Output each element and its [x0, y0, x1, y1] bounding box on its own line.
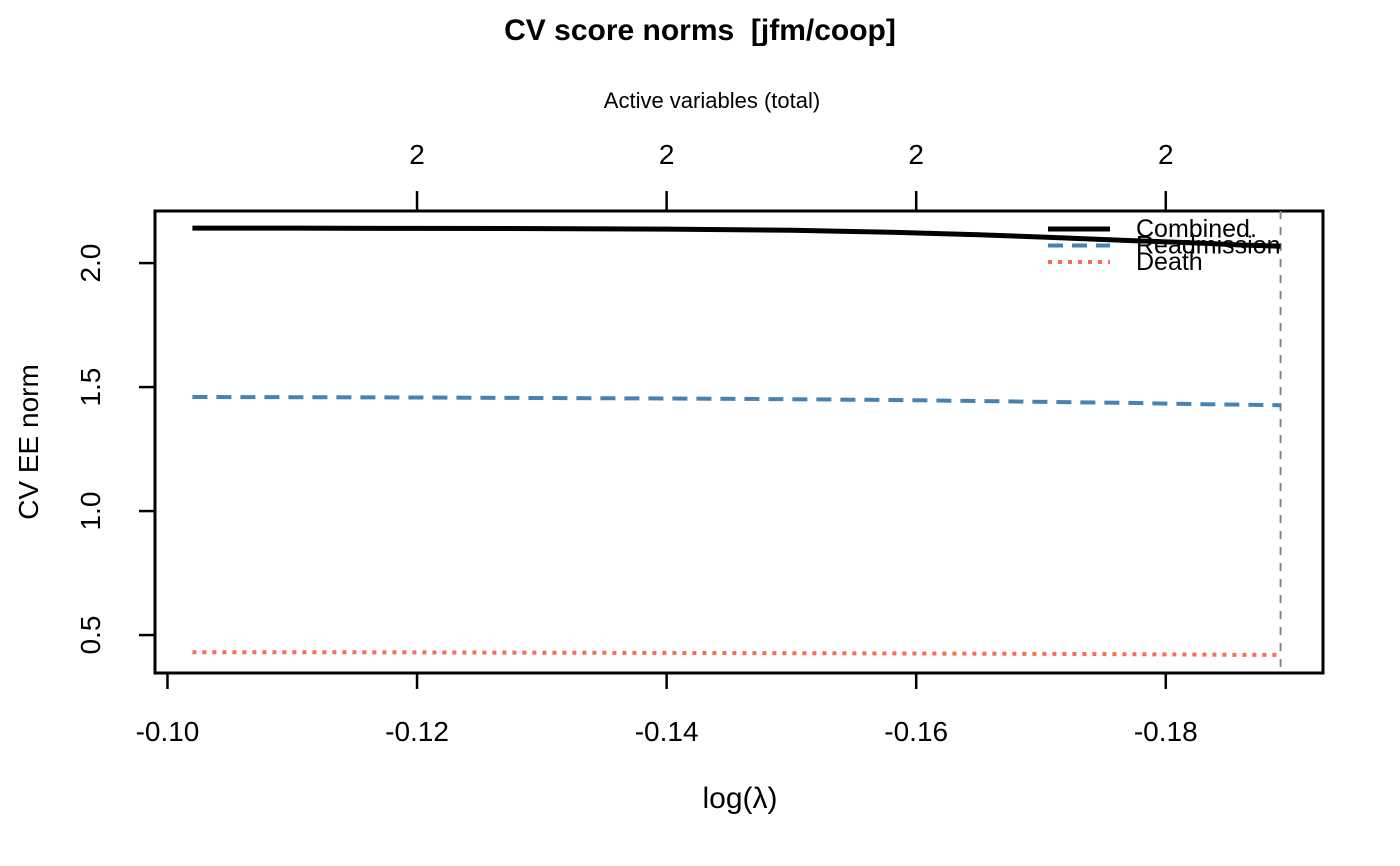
y-tick-label: 2.0 [75, 244, 106, 283]
legend-label-death: Death [1136, 248, 1203, 276]
top-axis-title: Active variables (total) [604, 88, 820, 113]
series-line-combined [192, 225, 1281, 249]
series-line-readmission [192, 395, 1281, 408]
plot-box [153, 209, 1325, 675]
y-tick-label: 1.0 [75, 492, 106, 531]
x-tick-label: -0.12 [385, 716, 449, 747]
top-tick-label: 2 [1158, 139, 1174, 170]
series-line-death [192, 650, 1281, 657]
top-tick-label: 2 [908, 139, 924, 170]
x-tick-label: -0.16 [884, 716, 948, 747]
y-tick-label: 0.5 [75, 616, 106, 655]
x-tick-label: -0.14 [635, 716, 699, 747]
x-axis-title: log(λ) [702, 782, 777, 815]
legend-label-readmission: Readmission [1136, 232, 1281, 260]
chart-title: CV score norms [jfm/coop] [504, 14, 896, 47]
x-tick-label: -0.10 [136, 716, 200, 747]
legend-label-combined: Combined. [1136, 215, 1257, 243]
top-tick-label: 2 [409, 139, 425, 170]
y-axis-title: CV EE norm [13, 364, 44, 520]
y-tick-label: 1.5 [75, 368, 106, 407]
top-tick-label: 2 [659, 139, 675, 170]
x-tick-label: -0.18 [1134, 716, 1198, 747]
